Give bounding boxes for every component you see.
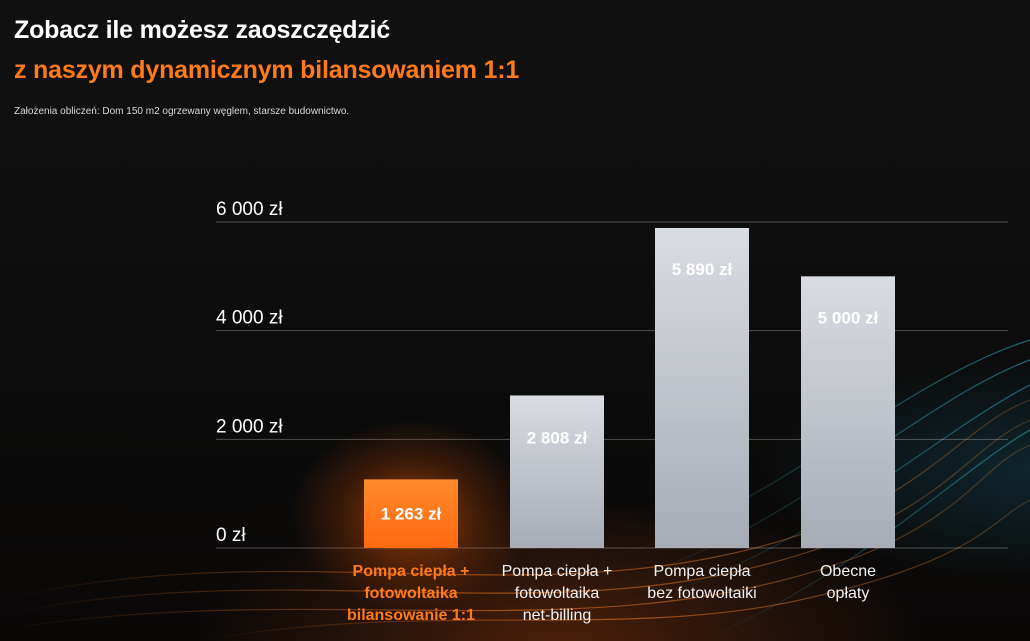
bar-value-label: 5 000 zł (818, 308, 879, 327)
y-tick-label: 4 000 zł (216, 308, 283, 329)
y-tick-label: 2 000 zł (216, 416, 283, 437)
x-category-label: Pompa ciepła (654, 563, 751, 580)
x-category-label: opłaty (827, 585, 870, 602)
bar (510, 395, 604, 548)
x-category-label: fotowoltaika (515, 585, 600, 602)
x-category-label: bilansowanie 1:1 (347, 607, 475, 624)
x-category-label: fotowoltaika (364, 585, 457, 602)
bar (364, 479, 458, 548)
x-category-label: net-billing (523, 607, 591, 624)
bar (801, 276, 895, 548)
y-tick-label: 6 000 zł (216, 199, 283, 220)
bar-value-label: 1 263 zł (381, 505, 442, 524)
bar (655, 227, 749, 548)
y-tick-label: 0 zł (216, 525, 246, 546)
assumptions-note: Założenia obliczeń: Dom 150 m2 ogrzewany… (14, 106, 350, 117)
page-title: Zobacz ile możesz zaoszczędzić (14, 16, 391, 44)
x-category-label: Pompa ciepła + (502, 563, 613, 580)
bar-value-label: 2 808 zł (527, 428, 588, 447)
page-subtitle: z naszym dynamicznym bilansowaniem 1:1 (14, 56, 520, 84)
x-category-label: Pompa ciepła + (353, 563, 470, 580)
x-category-label: bez fotowoltaiki (647, 585, 756, 602)
bar-value-label: 5 890 zł (672, 260, 733, 279)
x-category-label: Obecne (820, 563, 876, 580)
